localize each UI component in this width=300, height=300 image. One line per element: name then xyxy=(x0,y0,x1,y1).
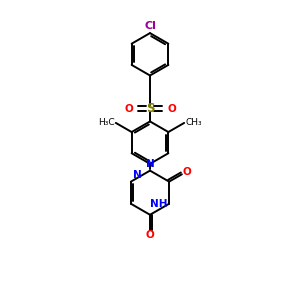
Text: O: O xyxy=(146,230,154,240)
Text: O: O xyxy=(167,104,176,114)
Text: NH: NH xyxy=(150,199,168,209)
Text: N: N xyxy=(133,170,142,181)
Text: Cl: Cl xyxy=(144,21,156,31)
Text: O: O xyxy=(182,167,191,177)
Text: S: S xyxy=(146,102,154,115)
Text: CH₃: CH₃ xyxy=(186,118,202,127)
Text: N: N xyxy=(146,159,154,170)
Text: O: O xyxy=(124,104,133,114)
Text: H₃C: H₃C xyxy=(98,118,114,127)
